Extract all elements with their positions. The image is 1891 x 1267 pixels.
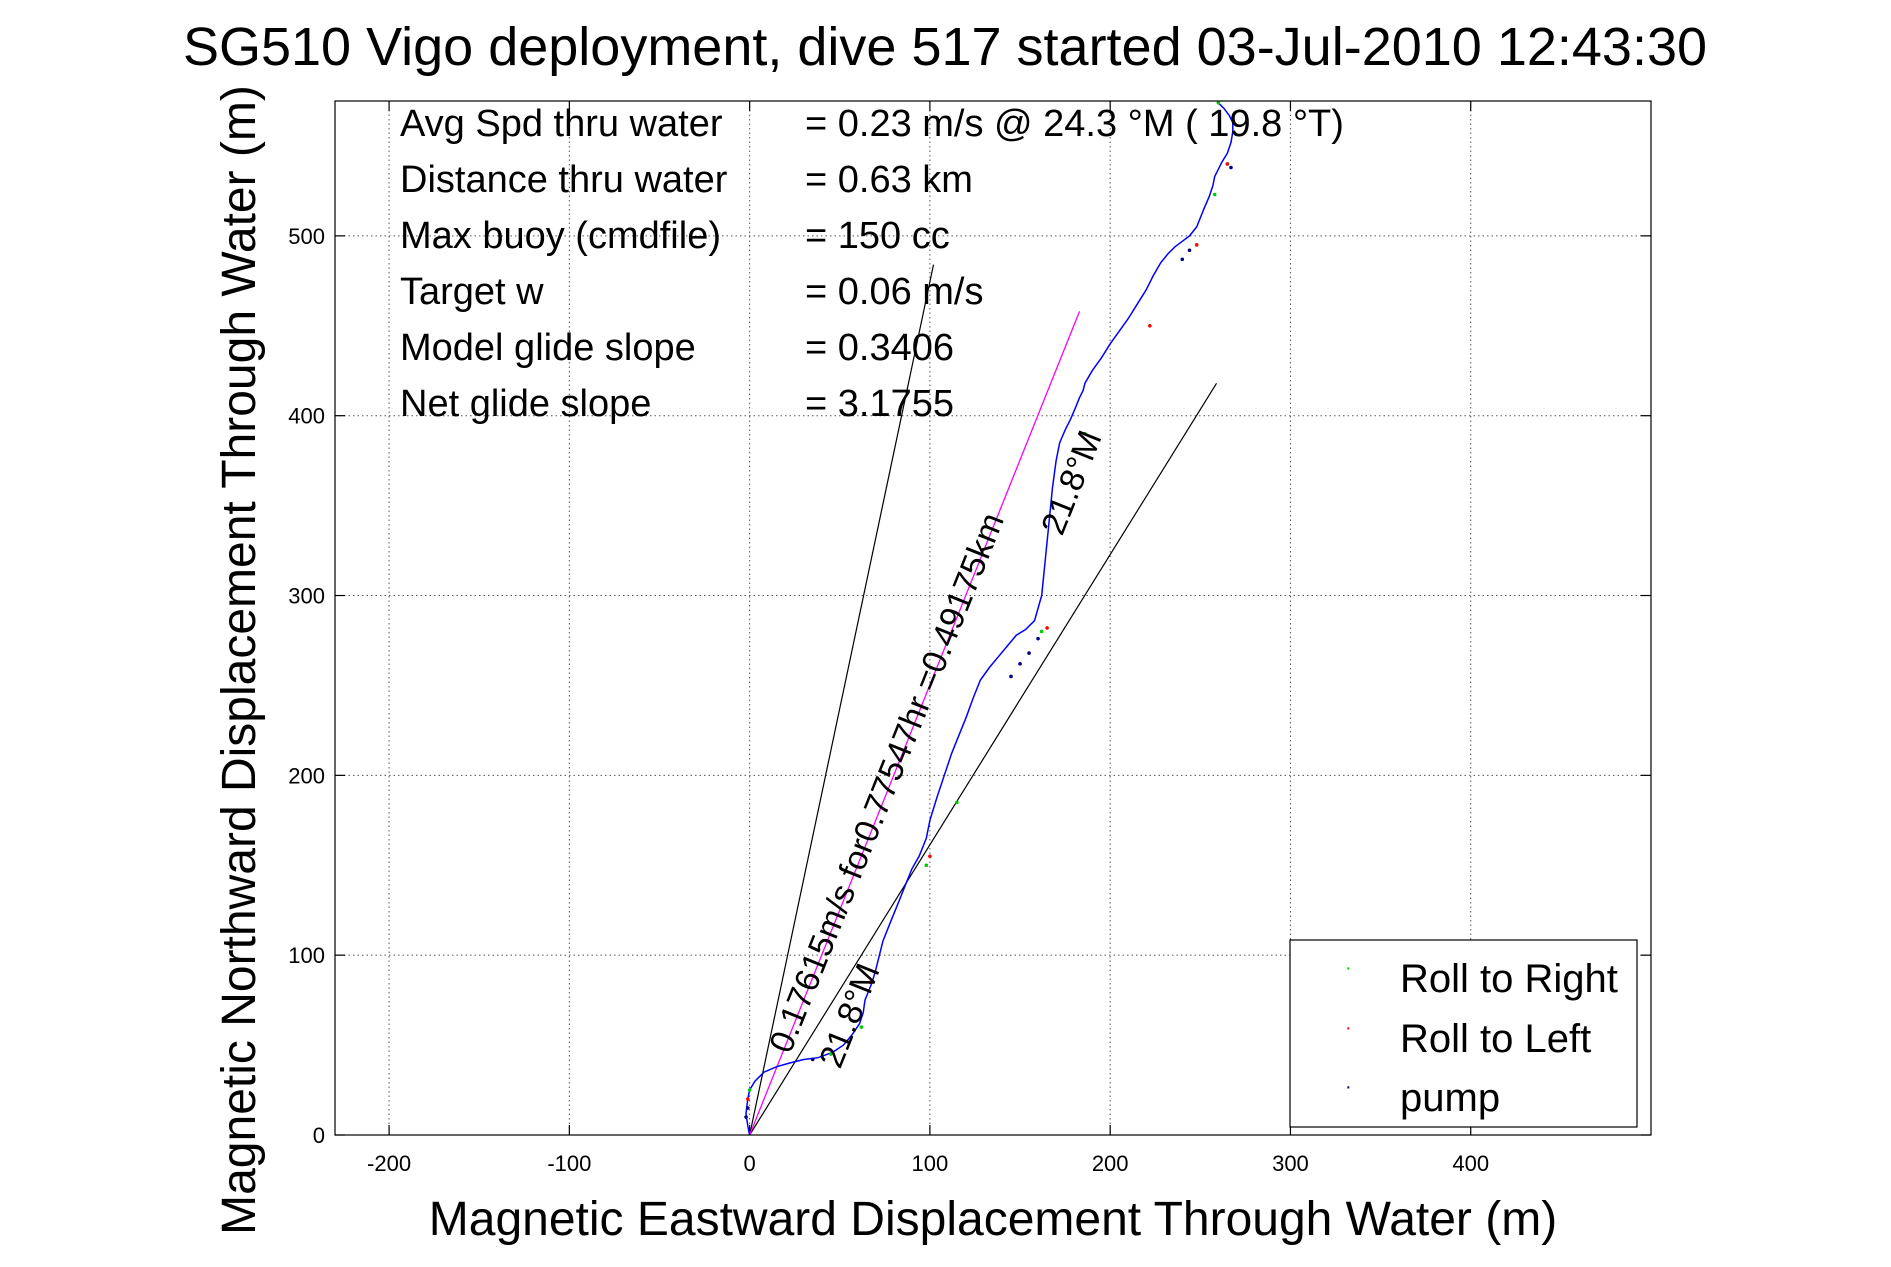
legend-marker-roll-left: · [1345, 1017, 1352, 1039]
ticks-layer: -200 -100 0 100 200 300 400 0 100 200 300 400 500 [288, 101, 1651, 1176]
marker-pump [1018, 662, 1022, 666]
reference-line-1 [749, 264, 935, 1136]
legend-label-pump: pump [1400, 1076, 1500, 1120]
y-tick-label: 100 [288, 943, 325, 968]
annotation-label-2: Max buoy (cmdfile) [400, 215, 721, 257]
marker-roll-left [1194, 243, 1199, 247]
marker-pump [1009, 674, 1013, 679]
x-tick-label: 0 [744, 1151, 756, 1176]
x-tick-label: -100 [547, 1151, 591, 1176]
series-line-track [745, 102, 1234, 1136]
x-tick-label: 300 [1272, 1151, 1309, 1176]
annotation-value-4: = 0.3406 [805, 327, 954, 369]
lines-layer [745, 102, 1234, 1136]
marker-pump [1180, 257, 1185, 262]
marker-roll-left [1045, 626, 1049, 630]
x-tick-label: -200 [367, 1151, 411, 1176]
marker-roll-right [955, 800, 959, 805]
annotation-block: Avg Spd thru water = 0.23 m/s @ 24.3 °M … [400, 103, 1344, 425]
marker-pump [1187, 248, 1192, 253]
annotation-label-4: Model glide slope [400, 327, 696, 369]
y-axis-label: Magnetic Northward Displacement Through … [213, 85, 266, 1235]
marker-roll-right [1212, 192, 1217, 197]
annotation-label-5: Net glide slope [400, 383, 651, 425]
marker-roll-right [747, 1088, 752, 1092]
x-tick-label: 200 [1092, 1151, 1129, 1176]
legend-label-roll-right: Roll to Right [1400, 957, 1618, 1001]
legend-box [1289, 939, 1638, 1128]
x-tick-label: 100 [912, 1151, 949, 1176]
marker-pump [810, 1057, 815, 1062]
marker-pump [1229, 165, 1233, 170]
marker-roll-right [924, 863, 929, 868]
x-tick-label: 400 [1452, 1151, 1489, 1176]
marker-pump [1036, 636, 1040, 641]
marker-roll-left [1148, 323, 1152, 328]
annotation-value-2: = 150 cc [805, 215, 950, 257]
legend-marker-pump: · [1345, 1076, 1352, 1098]
x-axis-label: Magnetic Eastward Displacement Through W… [429, 1193, 1557, 1246]
annotation-label-3: Target w [400, 271, 544, 313]
annotation-label-1: Distance thru water [400, 159, 728, 201]
marker-roll-left [746, 1097, 750, 1101]
marker-pump [1027, 651, 1031, 655]
annotation-value-5: = 3.1755 [805, 383, 954, 425]
annotation-label-0: Avg Spd thru water [400, 103, 723, 145]
y-tick-label: 300 [288, 584, 325, 609]
marker-pump [746, 1106, 750, 1110]
annotation-value-1: = 0.63 km [805, 159, 973, 201]
marker-roll-left [928, 854, 932, 859]
y-tick-label: 500 [288, 224, 325, 249]
annotation-value-0: = 0.23 m/s @ 24.3 °M ( 19.8 °T) [805, 103, 1344, 145]
y-tick-label: 0 [313, 1123, 325, 1148]
marker-roll-right [1083, 431, 1087, 436]
marker-roll-right [859, 1025, 864, 1029]
marker-roll-right [828, 1052, 833, 1056]
marker-roll-right [1039, 629, 1044, 634]
marker-roll-left [1225, 162, 1230, 166]
target-heading-line [749, 311, 1081, 1136]
markers-layer [744, 100, 1233, 1119]
legend-label-roll-left: Roll to Left [1400, 1017, 1591, 1061]
axes-box [334, 100, 1652, 1136]
legend: · Roll to Right · Roll to Left · pump [1289, 939, 1638, 1128]
y-tick-label: 400 [288, 404, 325, 429]
legend-marker-roll-right: · [1345, 957, 1352, 979]
reference-line-2 [749, 383, 1218, 1136]
chart-title: SG510 Vigo deployment, dive 517 started … [183, 17, 1707, 77]
annotation-value-3: = 0.06 m/s [805, 271, 983, 313]
y-tick-label: 200 [288, 763, 325, 788]
marker-pump [744, 1115, 748, 1119]
marker-roll-right [1216, 100, 1221, 105]
marker-roll-left [868, 980, 873, 984]
